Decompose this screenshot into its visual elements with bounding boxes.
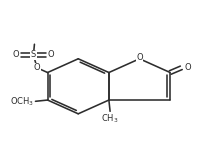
Text: CH$_3$: CH$_3$: [101, 113, 118, 125]
Text: O: O: [34, 63, 40, 72]
Text: O: O: [184, 63, 190, 72]
Text: OCH$_3$: OCH$_3$: [10, 95, 34, 108]
Text: O: O: [47, 50, 54, 59]
Text: O: O: [12, 50, 19, 59]
Text: S: S: [31, 50, 36, 59]
Text: O: O: [135, 53, 142, 63]
